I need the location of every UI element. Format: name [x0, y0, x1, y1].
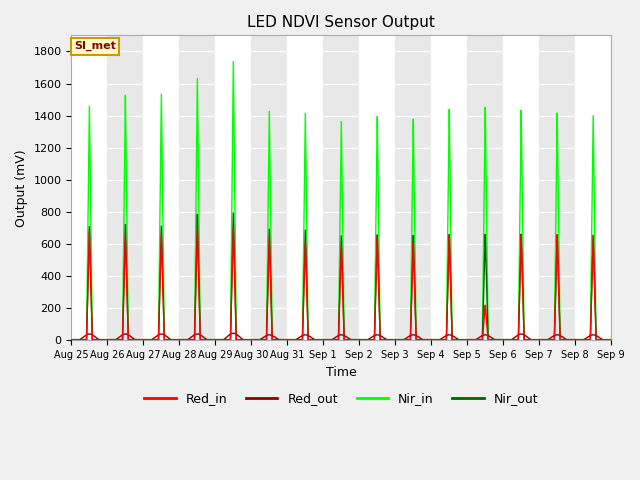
Red_in: [177, 337, 185, 343]
Line: Red_out: Red_out: [72, 333, 611, 340]
Red_in: [230, 225, 237, 230]
Title: LED NDVI Sensor Output: LED NDVI Sensor Output: [247, 15, 435, 30]
Nir_in: [177, 337, 185, 343]
Line: Red_in: Red_in: [72, 228, 611, 340]
Red_in: [416, 337, 424, 343]
Bar: [359, 36, 396, 340]
X-axis label: Time: Time: [326, 366, 356, 379]
Nir_out: [605, 337, 613, 343]
Red_in: [68, 337, 76, 343]
Text: SI_met: SI_met: [74, 41, 116, 51]
Nir_out: [183, 337, 191, 343]
Legend: Red_in, Red_out, Nir_in, Nir_out: Red_in, Red_out, Nir_in, Nir_out: [140, 387, 543, 410]
Nir_in: [68, 337, 76, 343]
Red_out: [607, 337, 615, 343]
Nir_out: [269, 337, 277, 343]
Bar: [431, 36, 467, 340]
Red_in: [493, 337, 500, 343]
Line: Nir_in: Nir_in: [72, 61, 611, 340]
Nir_out: [230, 210, 237, 216]
Bar: [503, 36, 540, 340]
Nir_in: [607, 337, 615, 343]
Red_out: [183, 337, 191, 343]
Nir_in: [269, 337, 277, 343]
Nir_out: [416, 337, 424, 343]
Nir_in: [493, 337, 500, 343]
Bar: [215, 36, 252, 340]
Bar: [575, 36, 611, 340]
Y-axis label: Output (mV): Output (mV): [15, 149, 28, 227]
Nir_out: [607, 337, 615, 343]
Bar: [287, 36, 323, 340]
Nir_in: [230, 59, 237, 64]
Bar: [143, 36, 179, 340]
Red_out: [605, 337, 613, 343]
Red_out: [177, 337, 185, 343]
Nir_in: [605, 337, 613, 343]
Nir_in: [183, 337, 191, 343]
Red_in: [183, 337, 191, 343]
Red_in: [269, 337, 277, 343]
Line: Nir_out: Nir_out: [72, 213, 611, 340]
Nir_out: [68, 337, 76, 343]
Nir_out: [177, 337, 185, 343]
Bar: [72, 36, 108, 340]
Red_in: [607, 337, 615, 343]
Nir_in: [416, 337, 424, 343]
Red_in: [605, 337, 613, 343]
Red_out: [416, 335, 424, 341]
Red_out: [68, 337, 76, 343]
Red_out: [230, 330, 237, 336]
Red_out: [269, 333, 277, 339]
Red_out: [493, 337, 500, 343]
Nir_out: [493, 337, 500, 343]
